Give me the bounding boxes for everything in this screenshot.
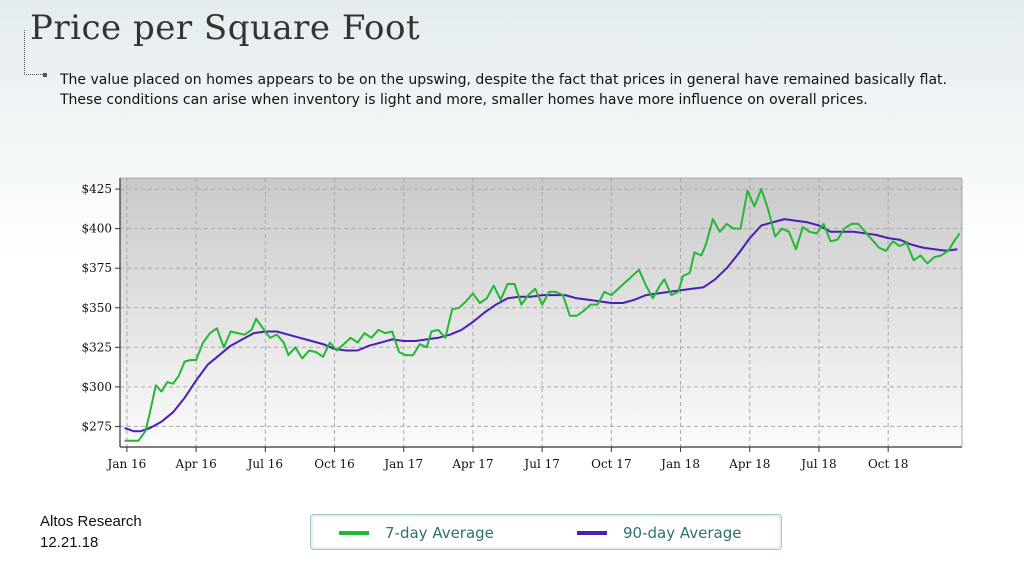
- series-line-90day: [124, 218, 958, 433]
- legend-item-90day: 90-day Average: [577, 524, 741, 542]
- y-tick-label: $425: [81, 182, 112, 196]
- x-tick-label: Jul 18: [799, 457, 836, 471]
- x-tick-label: Oct 16: [314, 457, 354, 471]
- y-tick-label: $375: [81, 261, 112, 275]
- source-block: Altos Research 12.21.18: [40, 511, 142, 553]
- series-line-7day: [124, 188, 961, 442]
- y-tick-label: $275: [81, 419, 112, 433]
- plot-area: [120, 178, 962, 447]
- chart: $275 $300 $325 $350 $375 $400 $425 Jan 16 Apr 16…: [81, 177, 963, 471]
- legend-item-7day: 7-day Average: [339, 524, 494, 542]
- y-tick-label: $300: [81, 380, 112, 394]
- description-line: The value placed on homes appears to be …: [60, 72, 947, 88]
- x-tick-label: Jul 17: [522, 457, 559, 471]
- x-tick-label: Apr 18: [728, 457, 770, 471]
- x-tick-label: Oct 18: [868, 457, 908, 471]
- description: The value placed on homes appears to be …: [60, 70, 1010, 110]
- page-title: Price per Square Foot: [30, 8, 421, 48]
- source-name: Altos Research: [40, 513, 142, 530]
- legend-swatch-7day: [339, 531, 369, 535]
- description-line: These conditions can arise when inventor…: [60, 92, 868, 108]
- x-tick-label: Jan 17: [382, 457, 423, 471]
- legend-swatch-90day: [577, 531, 607, 535]
- legend-label-90day: 90-day Average: [623, 524, 742, 542]
- x-tick-label: Jul 16: [246, 457, 283, 471]
- x-tick-label: Jan 16: [106, 457, 147, 471]
- y-tick-label: $325: [81, 340, 112, 354]
- x-tick-label: Oct 17: [591, 457, 631, 471]
- legend-label-7day: 7-day Average: [385, 524, 494, 542]
- title-bracket: [24, 30, 47, 77]
- source-date: 12.21.18: [40, 534, 99, 551]
- y-tick-label: $400: [81, 222, 112, 236]
- chart-legend: 7-day Average 90-day Average: [310, 514, 782, 550]
- y-tick-label: $350: [81, 301, 112, 315]
- x-tick-label: Apr 17: [451, 457, 493, 471]
- price-chart-svg: $275 $300 $325 $350 $375 $400 $425 Jan 16 Apr 16…: [81, 177, 963, 471]
- x-tick-label: Jan 18: [659, 457, 700, 471]
- x-tick-label: Apr 16: [175, 457, 217, 471]
